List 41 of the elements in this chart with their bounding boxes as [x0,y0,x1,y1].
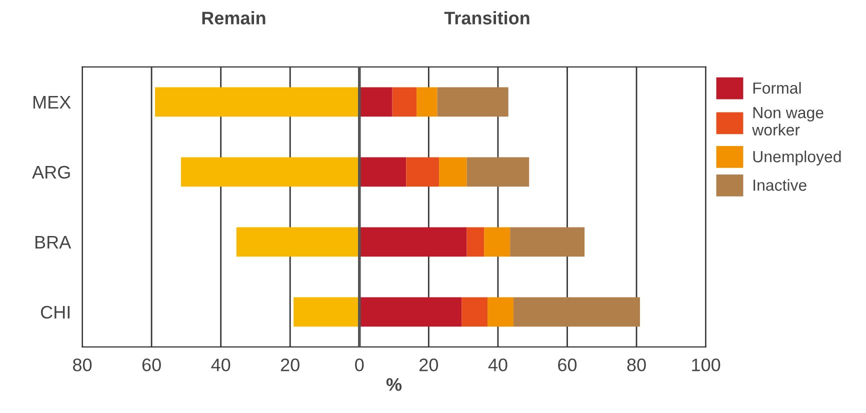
x-tick-label: 20 [420,358,438,372]
bar [155,87,360,117]
legend-label: Unemployed [753,150,841,166]
bar [406,157,440,187]
x-tick-label: 20 [280,358,300,372]
legend-label: Inactive [754,179,806,191]
bar [488,297,514,327]
x-tick-label: 80 [627,358,646,372]
x-axis-title: % [386,378,402,391]
bar [466,157,530,187]
y-tick-label: MEX [34,96,71,108]
x-tick-label: 40 [211,358,230,372]
y-tick-label: ARG [32,166,70,179]
text: Remain [202,11,266,24]
legend-label: Non wage worker [752,107,824,136]
x-tick-label: 80 [73,358,92,372]
text: Transition [444,11,530,24]
x-tick-label: 100 [692,358,720,372]
x-tick-label: 60 [558,358,577,372]
bar [359,87,392,117]
bar [466,227,484,257]
bar [236,227,360,257]
bar [437,87,508,117]
bar [514,297,640,327]
y-tick-label: CHI [40,306,70,319]
bar [439,157,467,187]
bar [392,87,417,117]
legend-label: Formal [753,82,801,94]
bar [359,297,462,327]
bar [180,157,360,187]
bar [359,227,467,257]
x-tick-label: 40 [488,358,508,372]
bar [294,297,360,327]
bar [462,297,488,327]
bar [510,227,585,257]
bar [484,227,510,257]
bar [416,87,438,117]
x-tick-label: 60 [142,358,161,372]
x-tick-label: 0 [355,358,364,372]
y-tick-label: BRA [36,236,72,248]
bar [359,157,406,187]
